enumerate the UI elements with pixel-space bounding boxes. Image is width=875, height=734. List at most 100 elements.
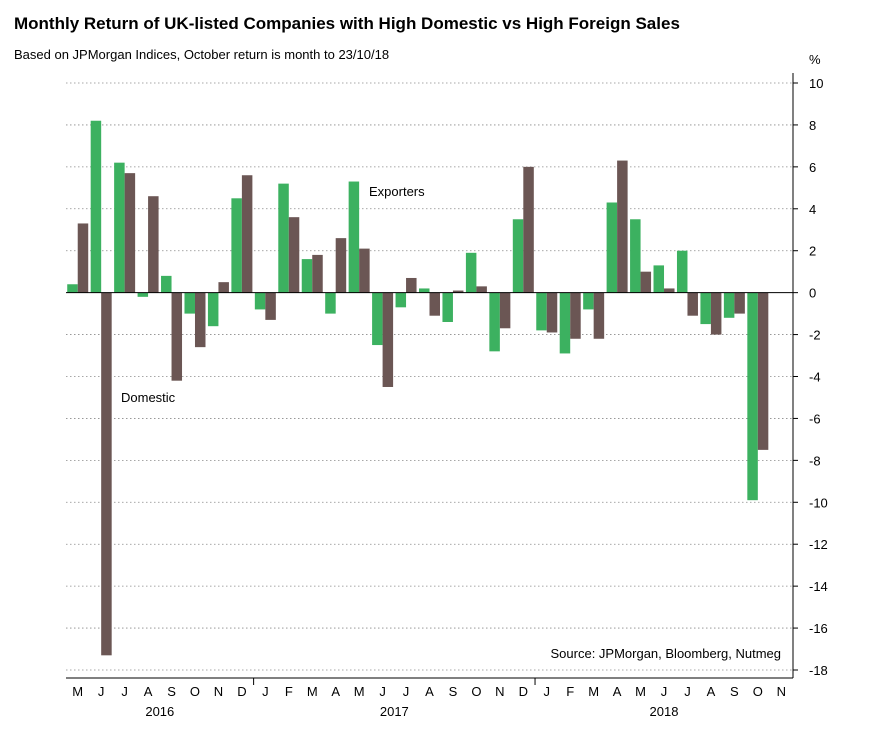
bar-exporters [583, 292, 594, 310]
bar-domestic [640, 271, 652, 293]
bar-exporters [301, 259, 313, 293]
chart-subtitle: Based on JPMorgan Indices, October retur… [14, 47, 390, 62]
bar-domestic [335, 238, 347, 293]
bar-domestic [570, 292, 581, 339]
bar-domestic [757, 292, 769, 450]
bar-domestic [476, 286, 487, 293]
y-tick-label: 10 [809, 76, 823, 91]
bar-exporters [372, 292, 383, 346]
bar-domestic [124, 173, 136, 293]
x-tick-label: A [707, 684, 716, 699]
bar-domestic [734, 292, 745, 314]
y-tick-label: -6 [809, 411, 821, 426]
x-tick-label: A [613, 684, 622, 699]
bar-domestic [218, 282, 229, 293]
x-tick-label: J [262, 684, 269, 699]
x-tick-label: O [753, 684, 763, 699]
bar-exporters [419, 288, 430, 293]
x-tick-label: D [237, 684, 246, 699]
bar-domestic [452, 290, 464, 293]
y-tick-label: 4 [809, 202, 816, 217]
bar-domestic [382, 292, 394, 387]
y-tick-label: -16 [809, 621, 828, 636]
bar-exporters [90, 120, 102, 293]
bar-exporters [325, 292, 336, 314]
x-tick-label: J [684, 684, 691, 699]
bar-exporters [184, 292, 195, 314]
bar-exporters [207, 292, 219, 327]
bar-domestic [523, 166, 534, 293]
y-tick-label: -4 [809, 370, 821, 385]
bar-exporters [442, 292, 453, 322]
x-tick-label: S [730, 684, 739, 699]
bar-exporters [231, 198, 242, 293]
bar-exporters [278, 183, 289, 293]
bar-domestic [359, 248, 370, 293]
bar-exporters [512, 219, 524, 293]
bar-exporters [536, 292, 547, 331]
source-note: Source: JPMorgan, Bloomberg, Nutmeg [551, 646, 782, 661]
bar-exporters [676, 250, 688, 293]
bar-exporters [137, 292, 149, 297]
bar-domestic [593, 292, 605, 339]
x-tick-label: J [98, 684, 105, 699]
x-tick-label: M [635, 684, 646, 699]
y-tick-label: -18 [809, 663, 828, 678]
x-tick-label: M [588, 684, 599, 699]
x-tick-label: J [544, 684, 551, 699]
y-tick-label: 0 [809, 286, 816, 301]
bar-domestic [617, 160, 628, 293]
bar-exporters [395, 292, 407, 308]
x-tick-label: M [72, 684, 83, 699]
x-tick-label: J [121, 684, 128, 699]
year-label: 2016 [145, 704, 174, 719]
bar-domestic [710, 292, 722, 335]
chart-title: Monthly Return of UK-listed Companies wi… [14, 14, 680, 33]
bar-exporters [114, 162, 125, 293]
y-tick-label: -14 [809, 579, 828, 594]
bar-domestic [171, 292, 183, 381]
x-tick-label: N [214, 684, 223, 699]
bar-domestic [406, 277, 417, 293]
bar-exporters [723, 292, 735, 318]
annotation-domestic: Domestic [121, 390, 176, 405]
x-tick-label: M [354, 684, 365, 699]
y-tick-label: 6 [809, 160, 816, 175]
year-label: 2017 [380, 704, 409, 719]
bar-exporters [653, 265, 665, 293]
x-tick-label: N [495, 684, 504, 699]
bar-exporters [630, 219, 641, 293]
x-tick-label: M [307, 684, 318, 699]
bar-domestic [429, 292, 440, 316]
bar-domestic [312, 254, 323, 293]
bar-exporters [747, 292, 758, 501]
bar-exporters [161, 275, 172, 293]
x-tick-label: N [777, 684, 786, 699]
bar-domestic [194, 292, 206, 348]
bar-domestic [101, 292, 112, 656]
bar-domestic [664, 288, 675, 293]
bar-exporters [254, 292, 266, 310]
bar-exporters [700, 292, 711, 325]
x-tick-label: S [449, 684, 458, 699]
y-tick-label: -8 [809, 453, 821, 468]
bar-domestic [265, 292, 276, 320]
bar-domestic [687, 292, 698, 316]
x-tick-label: O [471, 684, 481, 699]
y-tick-label: 8 [809, 118, 816, 133]
bar-exporters [67, 284, 78, 293]
x-tick-label: J [379, 684, 386, 699]
y-tick-label: -12 [809, 537, 828, 552]
x-tick-label: D [519, 684, 528, 699]
year-label: 2018 [650, 704, 679, 719]
bar-domestic [148, 196, 159, 293]
x-tick-label: S [167, 684, 176, 699]
x-tick-label: A [331, 684, 340, 699]
bar-exporters [606, 202, 618, 293]
bar-exporters [559, 292, 571, 354]
y-tick-label: -10 [809, 495, 828, 510]
x-tick-label: A [425, 684, 434, 699]
bar-domestic [288, 217, 300, 293]
x-tick-label: O [190, 684, 200, 699]
